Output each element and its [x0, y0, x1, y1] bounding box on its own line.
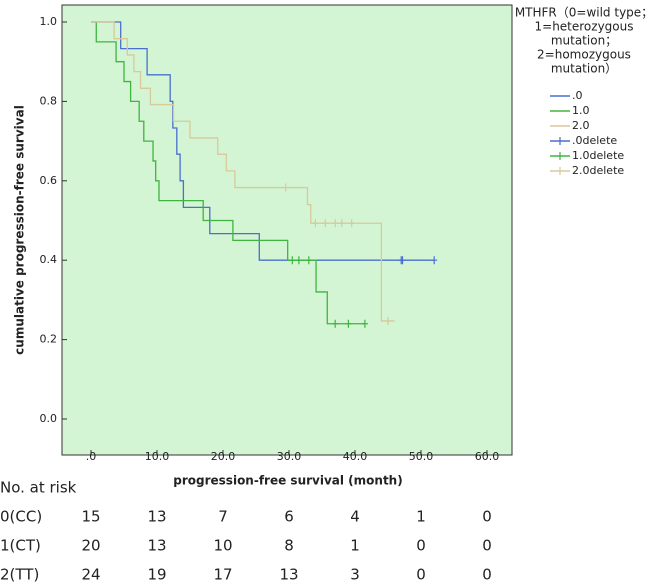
- x-tick-label: 10.0: [145, 450, 170, 463]
- y-axis-title: cumulative progression-free survival: [13, 105, 27, 355]
- censor-mark: [295, 256, 302, 265]
- censor-mark: [345, 319, 352, 328]
- plot-area: [61, 4, 513, 456]
- censor-mark: [338, 219, 345, 228]
- x-tick-label: 60.0: [475, 450, 500, 463]
- risk-value: 6: [284, 508, 294, 526]
- x-axis-title: progression-free survival (month): [173, 474, 402, 488]
- risk-row-label: 0(CC): [0, 508, 42, 526]
- censor-mark: [322, 219, 329, 228]
- legend-label: 2.0: [572, 119, 590, 132]
- y-tick-label: 0.2: [40, 333, 58, 346]
- risk-value: 8: [284, 537, 294, 555]
- censor-mark: [305, 256, 312, 265]
- x-tick-label: 40.0: [343, 450, 368, 463]
- risk-value: 4: [350, 508, 360, 526]
- legend-label: 2.0delete: [572, 164, 624, 177]
- survival-line: [91, 21, 435, 261]
- risk-value: 7: [218, 508, 228, 526]
- x-tick-label: 30.0: [277, 450, 302, 463]
- risk-value: 0: [416, 537, 426, 555]
- y-tick-label: 0.6: [40, 174, 58, 187]
- legend-title: mutation）: [551, 62, 617, 76]
- legend-label: .0delete: [572, 134, 617, 147]
- y-tick-label: 0.0: [40, 412, 58, 425]
- risk-title: No. at risk: [0, 479, 77, 497]
- risk-value: 0: [416, 566, 426, 584]
- censor-mark: [348, 219, 355, 228]
- risk-value: 13: [279, 566, 298, 584]
- risk-value: 13: [147, 537, 166, 555]
- censor-mark: [361, 319, 368, 328]
- legend-title: mutation；: [551, 34, 617, 48]
- censor-mark: [399, 256, 406, 265]
- risk-value: 10: [213, 537, 232, 555]
- risk-value: 1: [350, 537, 360, 555]
- risk-value: 15: [81, 508, 100, 526]
- legend-title: 1=heterozygous: [535, 20, 634, 34]
- risk-value: 20: [81, 537, 100, 555]
- x-tick-label: 20.0: [211, 450, 236, 463]
- risk-value: 0: [482, 508, 492, 526]
- risk-value: 24: [81, 566, 100, 584]
- censor-mark: [332, 319, 339, 328]
- risk-row-label: 1(CT): [0, 537, 41, 555]
- x-tick-label: 50.0: [409, 450, 434, 463]
- risk-value: 19: [147, 566, 166, 584]
- risk-value: 0: [482, 537, 492, 555]
- risk-value: 3: [350, 566, 360, 584]
- y-tick-label: 0.4: [40, 253, 58, 266]
- y-tick-label: 1.0: [40, 15, 58, 28]
- risk-value: 17: [213, 566, 232, 584]
- y-tick-label: 0.8: [40, 94, 58, 107]
- censor-mark: [332, 219, 339, 228]
- censor-mark: [312, 219, 319, 228]
- censor-mark: [289, 256, 296, 265]
- x-tick-label: .0: [86, 450, 97, 463]
- censor-mark: [282, 183, 289, 192]
- risk-row-label: 2(TT): [0, 566, 39, 584]
- censor-mark: [385, 316, 391, 325]
- survival-line: [91, 21, 395, 322]
- legend-label: .0: [572, 89, 583, 102]
- risk-value: 0: [482, 566, 492, 584]
- risk-value: 13: [147, 508, 166, 526]
- legend-title: 2=homozygous: [537, 48, 631, 62]
- legend-title: MTHFR（0=wild type；: [515, 6, 650, 20]
- risk-value: 1: [416, 508, 426, 526]
- censor-mark: [431, 256, 438, 265]
- legend-label: 1.0delete: [572, 149, 624, 162]
- legend-label: 1.0: [572, 104, 590, 117]
